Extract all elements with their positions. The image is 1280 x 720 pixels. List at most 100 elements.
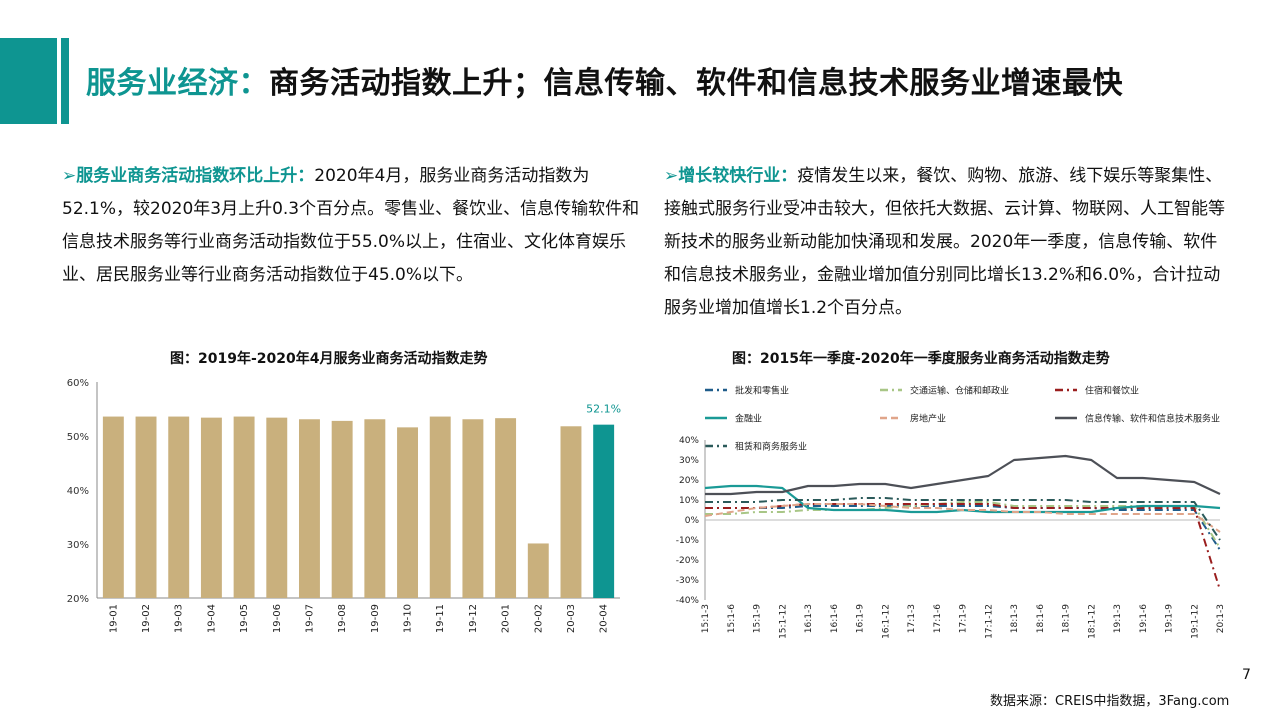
x-tick-label: 19-07	[304, 604, 315, 633]
legend-label: 住宿和餐饮业	[1085, 385, 1139, 397]
series-line	[705, 503, 1221, 591]
x-tick-label: 18:1-9	[1062, 604, 1072, 633]
bar-19-03	[168, 416, 190, 598]
x-tick-label: 17:1-6	[933, 604, 943, 633]
x-tick-label: 19-06	[272, 604, 283, 633]
y-tick-label: 30%	[67, 540, 89, 551]
bar-20-01	[495, 418, 517, 598]
bar-20-03	[560, 426, 582, 598]
bar-19-09	[364, 419, 386, 598]
x-tick-label: 15:1-6	[727, 604, 737, 633]
x-tick-label: 16:1-6	[830, 604, 840, 633]
y-tick-label: 10%	[679, 496, 699, 506]
bar-19-02	[135, 416, 157, 598]
bar-chart-title: 图：2019年-2020年4月服务业商务活动指数走势	[170, 351, 488, 367]
x-tick-label: 20:1-3	[1216, 604, 1226, 633]
y-tick-label: 40%	[67, 486, 89, 497]
x-tick-label: 20-04	[599, 604, 610, 633]
y-tick-label: -20%	[676, 556, 700, 566]
bar-19-04	[200, 417, 222, 598]
data-label: 52.1%	[586, 403, 621, 416]
x-tick-label: 19-10	[403, 604, 414, 633]
y-tick-label: -40%	[676, 596, 700, 606]
page-number: 7	[1242, 667, 1251, 683]
bar-19-05	[233, 416, 255, 598]
x-tick-label: 17:1-12	[984, 604, 994, 639]
x-tick-label: 19:1-6	[1139, 604, 1149, 633]
legend-label: 交通运输、仓储和邮政业	[910, 385, 1009, 397]
bar-19-06	[266, 417, 288, 598]
x-tick-label: 16:1-12	[881, 604, 891, 639]
bar-19-10	[397, 427, 418, 598]
legend-label: 租赁和商务服务业	[735, 441, 807, 453]
y-tick-label: 40%	[679, 436, 699, 446]
series-line	[705, 505, 1221, 551]
legend-label: 金融业	[735, 413, 762, 425]
x-tick-label: 19-02	[141, 604, 152, 633]
page-title-main: 商务活动指数上升；信息传输、软件和信息技术服务业增速最快	[269, 66, 1123, 101]
x-tick-label: 18:1-12	[1087, 604, 1097, 639]
arrow-bullet-icon: ➢	[664, 166, 679, 186]
y-tick-label: 30%	[679, 456, 699, 466]
x-tick-label: 20-02	[533, 604, 544, 633]
series-line	[704, 503, 1221, 533]
arrow-bullet-icon: ➢	[62, 166, 77, 186]
bar-19-01	[102, 416, 124, 598]
right-paragraph: ➢增长较快行业：疫情发生以来，餐饮、购物、旅游、线下娱乐等聚集性、接触式服务行业…	[664, 160, 1234, 325]
data-source: 数据来源：CREIS中指数据，3Fang.com	[990, 694, 1230, 709]
left-paragraph: ➢服务业商务活动指数环比上升：2020年4月，服务业商务活动指数为52.1%，较…	[62, 160, 640, 292]
right-paragraph-lead: 增长较快行业：	[678, 166, 798, 186]
legend-label: 房地产业	[910, 413, 946, 425]
x-tick-label: 19-09	[370, 604, 381, 633]
y-tick-label: -10%	[676, 536, 700, 546]
header-accent-block	[0, 38, 57, 124]
x-tick-label: 15:1-3	[701, 604, 711, 633]
series-line	[705, 454, 1221, 496]
x-tick-label: 19:1-9	[1165, 604, 1175, 633]
left-paragraph-lead: 服务业商务活动指数环比上升：	[76, 166, 315, 186]
right-paragraph-body: 疫情发生以来，餐饮、购物、旅游、线下娱乐等聚集性、接触式服务行业受冲击较大，但依…	[664, 166, 1225, 318]
bar-20-04	[593, 424, 615, 598]
x-tick-label: 17:1-3	[907, 604, 917, 633]
legend-label: 批发和零售业	[735, 385, 789, 397]
series-line	[705, 497, 1221, 541]
x-tick-label: 19-05	[239, 604, 250, 633]
x-tick-label: 16:1-9	[856, 604, 866, 633]
x-tick-label: 19-08	[337, 604, 348, 633]
x-tick-label: 18:1-3	[1010, 604, 1020, 633]
bar-chart: 20% 30% 40% 50% 60% 19-01 19-02 19-03 19-04 19-05…	[67, 378, 621, 633]
bar-20-02	[527, 543, 549, 598]
x-tick-label: 19:1-12	[1190, 604, 1200, 639]
x-tick-label: 20-03	[566, 604, 577, 633]
header-accent-stripe	[61, 38, 69, 124]
bar-19-11	[429, 416, 451, 598]
bar-19-08	[331, 420, 353, 598]
y-tick-label: 50%	[67, 432, 89, 443]
x-tick-label: 19-04	[206, 604, 217, 633]
y-tick-label: 20%	[67, 594, 89, 605]
x-tick-label: 16:1-3	[804, 604, 814, 633]
x-tick-label: 15:1-9	[753, 604, 763, 633]
x-tick-label: 20-01	[501, 604, 512, 633]
bar-19-07	[299, 419, 320, 598]
x-tick-label: 19-11	[435, 604, 446, 633]
page-title-accent: 服务业经济：	[86, 66, 269, 101]
x-tick-label: 17:1-9	[959, 604, 969, 633]
y-tick-label: 0%	[685, 516, 700, 526]
x-tick-label: 15:1-12	[778, 604, 788, 639]
bar-19-12	[462, 419, 484, 598]
y-tick-label: 20%	[679, 476, 699, 486]
y-tick-label: 60%	[67, 378, 89, 389]
left-paragraph-body: 2020年4月，服务业商务活动指数为52.1%，较2020年3月上升0.3个百分…	[62, 166, 640, 285]
series-line	[705, 501, 1221, 549]
line-chart-title: 图：2015年一季度-2020年一季度服务业商务活动指数走势	[732, 351, 1110, 367]
legend-label: 信息传输、软件和信息技术服务业	[1085, 413, 1220, 425]
y-tick-label: -30%	[676, 576, 700, 586]
x-tick-label: 19-03	[174, 604, 185, 633]
x-tick-label: 18:1-6	[1036, 604, 1046, 633]
x-tick-label: 19-01	[108, 604, 119, 633]
page-title: 服务业经济：商务活动指数上升；信息传输、软件和信息技术服务业增速最快	[86, 58, 1123, 102]
x-tick-label: 19-12	[468, 604, 479, 633]
x-tick-label: 19:1-3	[1113, 604, 1123, 633]
